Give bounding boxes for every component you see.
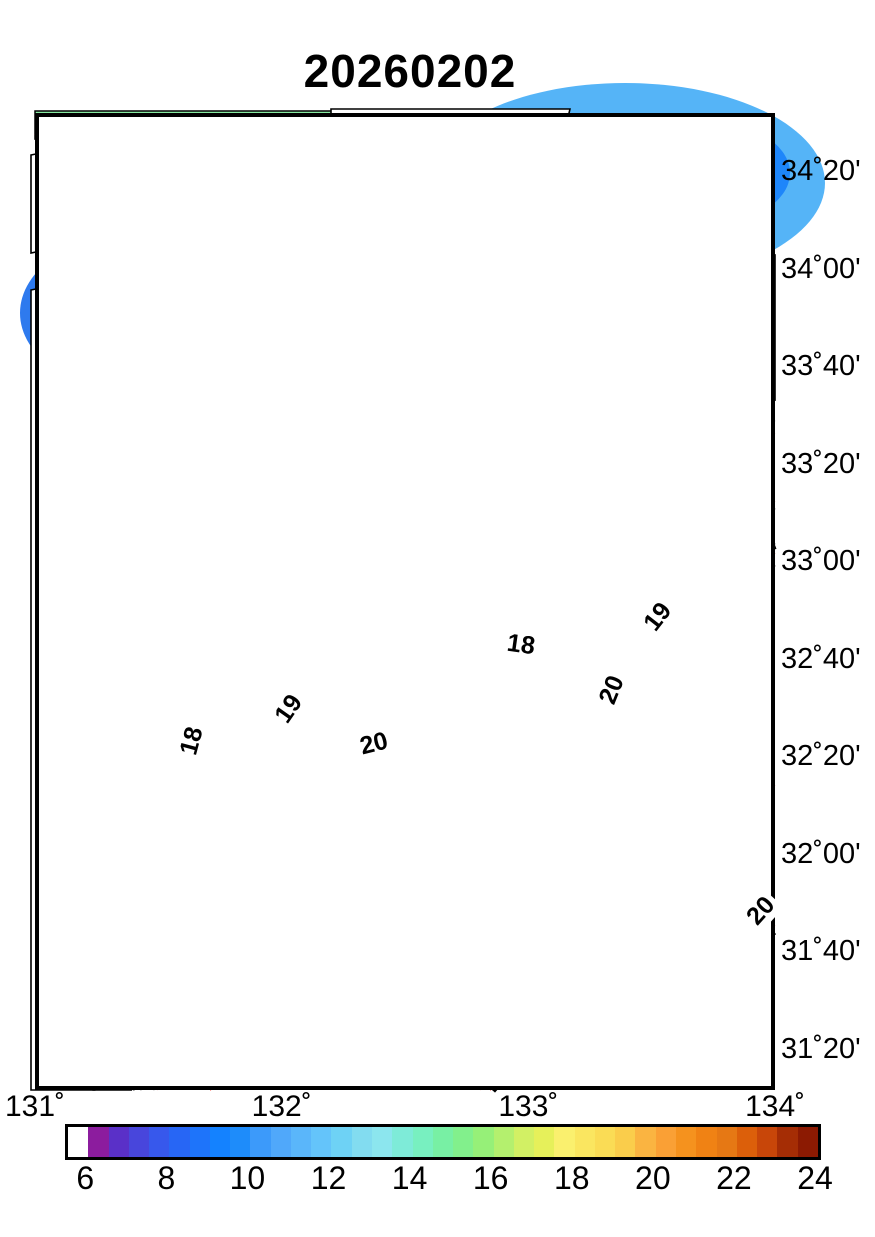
colorbar-cell [554,1127,575,1157]
colorbar-cell [351,1127,372,1157]
colorbar-cell [534,1127,555,1157]
colorbar-cell [189,1127,210,1157]
lat-tick-label: 32˚40' [781,642,861,675]
colorbar-cell [513,1127,535,1157]
lat-tick-label: 33˚00' [781,545,861,577]
lon-tick-label: 131˚ [4,1090,66,1123]
colorbar-cell [108,1127,129,1157]
colorbar-cell [209,1127,231,1157]
colorbar-tick-label: 14 [391,1160,428,1196]
colorbar-tick-label: 6 [76,1160,95,1196]
colorbar-cell [493,1127,514,1157]
colorbar-cell [716,1127,737,1157]
colorbar-tick-label: 22 [716,1160,752,1196]
colorbar-tick-label: 8 [157,1160,176,1196]
lat-tick-label: 32˚00' [781,837,861,870]
colorbar-tick-label: 10 [229,1160,266,1196]
colorbar-cell [594,1127,616,1157]
lat-tick-label: 34˚00' [781,252,861,285]
colorbar-cell [777,1127,798,1157]
colorbar-cell [88,1127,109,1157]
lon-tick-label: 133˚ [498,1090,559,1123]
colorbar-cell [331,1127,352,1157]
colorbar-cell [675,1127,697,1157]
colorbar-cell [757,1127,778,1157]
colorbar-cell [250,1127,271,1157]
colorbar-cell [453,1127,474,1157]
colorbar-cell [68,1127,89,1157]
colorbar-cell [615,1127,636,1157]
colorbar-cell [371,1127,393,1157]
colorbar-cell [655,1127,676,1157]
lat-tick-label: 34˚20' [781,155,861,187]
colorbar-cell [797,1127,818,1157]
colorbar-cell [149,1127,170,1157]
colorbar-cell [290,1127,312,1157]
colorbar-cell [736,1127,758,1157]
lat-tick-label: 31˚20' [781,1032,861,1065]
colorbar-cell [412,1127,433,1157]
page-title: 20260202 [303,45,517,97]
lat-tick-label: 33˚20' [781,447,861,480]
colorbar-tick-label: 12 [310,1160,347,1196]
colorbar-cell [574,1127,595,1157]
colorbar-tick-label: 24 [797,1160,833,1196]
lon-tick-label: 134˚ [745,1090,806,1123]
colorbar-cell [230,1127,251,1157]
colorbar-tick-label: 20 [635,1160,671,1196]
colorbar-cell [473,1127,494,1157]
colorbar-cell [635,1127,656,1157]
colorbar-cell [128,1127,150,1157]
colorbar-tick-label: 18 [553,1160,590,1196]
colorbar-cell [432,1127,454,1157]
colorbar-tick-label: 16 [472,1160,509,1196]
lat-tick-label: 32˚20' [781,740,861,772]
colorbar-cell [169,1127,190,1157]
temperature-colorbar [65,1124,821,1160]
colorbar-cell [696,1127,717,1157]
colorbar-cell [311,1127,332,1157]
lat-tick-label: 31˚40' [781,935,861,967]
colorbar-cell [392,1127,413,1157]
isotherm-label: 18 [501,628,541,662]
lon-tick-label: 132˚ [251,1090,312,1123]
colorbar-cell [270,1127,291,1157]
lat-tick-label: 33˚40' [781,350,861,382]
